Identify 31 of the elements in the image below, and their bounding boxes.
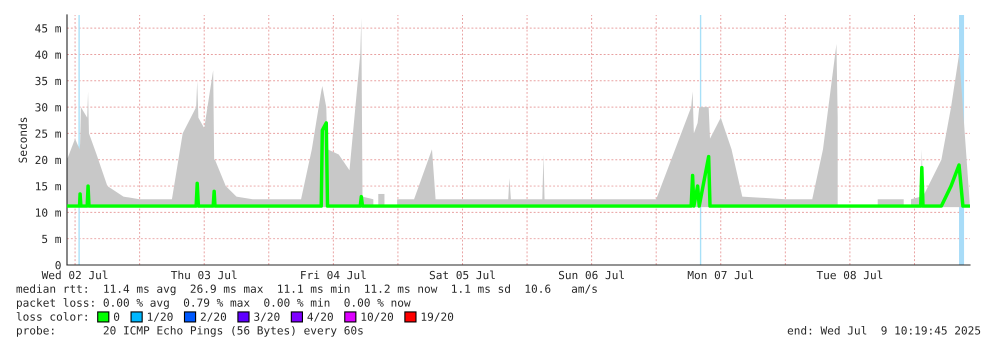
- y-tick-label: 45 m: [35, 24, 61, 33]
- text: loss color:: [16, 312, 87, 321]
- x-tick-label: Sun 06 Jul: [558, 270, 624, 280]
- x-tick-label: Thu 03 Jul: [171, 270, 237, 280]
- y-tick-label: 10 m: [36, 208, 61, 217]
- legend-label: 3/20: [254, 312, 280, 322]
- x-tick-label: Fri 04 Jul: [301, 270, 366, 280]
- y-axis-title: Seconds: [18, 118, 27, 163]
- legend-label: 4/20: [307, 312, 333, 322]
- text: probe: 20 ICMP Echo Pings (56 Bytes) every 60s: [16, 326, 363, 337]
- line-series: [67, 121, 970, 208]
- x-tick-label: Mon 07 Jul: [688, 270, 754, 280]
- legend-label: 19/20: [422, 312, 454, 322]
- text: end: Wed Jul 9 10:19:45 2025: [788, 326, 980, 335]
- x-tick-label: Tue 08 Jul: [816, 270, 882, 280]
- x-tick-label: Sat 05 Jul: [430, 270, 495, 280]
- y-tick-label: 25 m: [36, 129, 61, 138]
- legend-label: 1/20: [148, 312, 173, 322]
- y-tick-label: 35 m: [35, 76, 61, 86]
- text: packet loss: 0.00 % avg 0.79 % max 0.00 % min 0.00 % now: [16, 298, 411, 310]
- y-tick-label: 30 m: [35, 103, 61, 112]
- y-tick-label: 40 m: [35, 50, 61, 59]
- legend-label: 2/20: [200, 312, 226, 322]
- y-tick-label: 20 m: [36, 156, 61, 164]
- y-tick-label: 15 m: [36, 182, 61, 190]
- legend-label: 0: [114, 312, 120, 321]
- legend-label: 10/20: [362, 312, 394, 322]
- x-tick-label: Wed 02 Jul: [42, 270, 108, 280]
- text: median rtt: 11.4 ms avg 26.9 ms max 11.1 ms min 11.2 ms now 1.1 ms sd 10.6 am/s: [16, 284, 597, 296]
- y-tick-label: 0: [55, 261, 61, 270]
- y-tick-label: 5 m: [42, 234, 61, 244]
